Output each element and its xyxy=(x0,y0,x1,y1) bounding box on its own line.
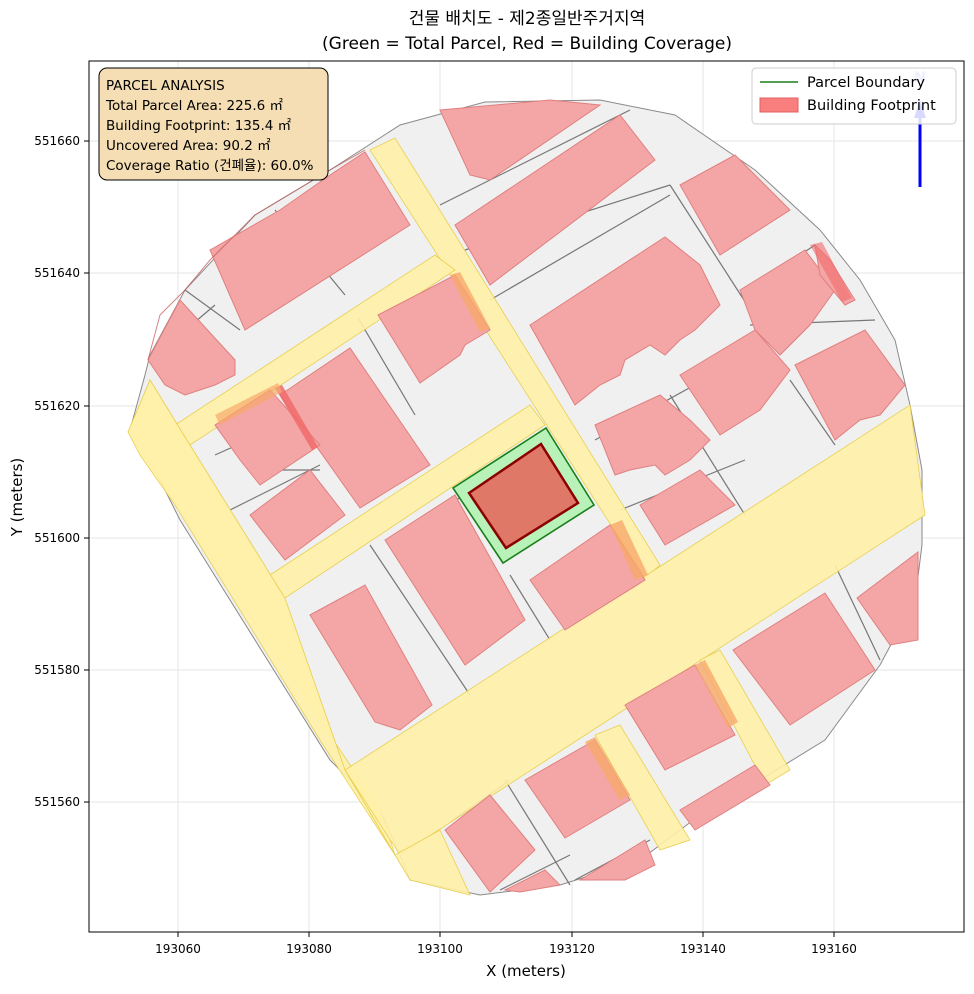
block-line xyxy=(789,379,836,446)
building-footprint xyxy=(732,592,876,726)
road-north-south xyxy=(369,137,661,579)
building-footprint xyxy=(529,236,721,406)
info-uncovered-area: Uncovered Area: 90.2 ㎡ xyxy=(106,138,271,154)
block-line xyxy=(229,464,321,511)
legend-building-label: Building Footprint xyxy=(807,98,936,114)
parcel-analysis-box: PARCEL ANALYSIS Total Parcel Area: 225.6… xyxy=(98,67,329,181)
building-footprint xyxy=(529,524,646,631)
info-building-footprint: Building Footprint: 135.4 ㎡ xyxy=(106,118,292,134)
overlap-strip xyxy=(695,660,738,728)
building-footprint xyxy=(439,99,602,181)
info-total-parcel-area: Total Parcel Area: 225.6 ㎡ xyxy=(105,98,283,114)
building-footprint xyxy=(147,299,236,396)
x-tick-label: 193060 xyxy=(155,942,201,956)
building-footprint xyxy=(309,584,433,731)
block-line xyxy=(439,109,631,206)
building-footprint xyxy=(249,469,346,561)
block-line xyxy=(357,317,416,416)
block-line xyxy=(184,289,241,331)
y-axis-label: Y (meters) xyxy=(8,458,26,538)
legend-building-swatch xyxy=(759,97,799,113)
buildings-layer xyxy=(147,99,919,893)
x-tick-label: 193080 xyxy=(286,942,332,956)
target-parcel xyxy=(451,426,596,565)
block-line xyxy=(499,854,571,891)
road-lower-right xyxy=(699,649,791,786)
block-line xyxy=(509,574,551,641)
building-footprint xyxy=(624,664,736,771)
building-footprint xyxy=(503,869,562,893)
road-bottom-spur xyxy=(394,829,471,896)
road-wide-avenue xyxy=(344,404,926,856)
y-tick-label: 551580 xyxy=(34,663,80,677)
y-tick-label: 551560 xyxy=(34,795,80,809)
y-tick-label: 551660 xyxy=(34,134,80,148)
y-axis-ticks xyxy=(84,140,89,803)
x-tick-label: 193120 xyxy=(549,942,595,956)
overlap-strip xyxy=(275,385,318,450)
x-tick-label: 193160 xyxy=(811,942,857,956)
building-footprint xyxy=(856,550,919,646)
x-tick-label: 193140 xyxy=(680,942,726,956)
block-line xyxy=(489,194,671,301)
building-footprint xyxy=(209,151,411,331)
building-edge-accents xyxy=(215,242,852,800)
block-line xyxy=(834,564,881,661)
y-tick-label: 551620 xyxy=(34,399,80,413)
building-coverage xyxy=(467,442,580,550)
block-line xyxy=(369,544,471,696)
x-tick-label: 193100 xyxy=(417,942,463,956)
building-footprint xyxy=(444,794,536,893)
building-footprint xyxy=(454,114,656,286)
plot-frame xyxy=(88,60,965,933)
y-tick-label: 551600 xyxy=(34,531,80,545)
block-line xyxy=(504,779,571,886)
info-coverage-ratio: Coverage Ratio (건폐율): 60.0% xyxy=(106,158,314,174)
legend-parcel-label: Parcel Boundary xyxy=(807,75,925,91)
overlap-strip xyxy=(450,272,490,332)
building-footprint xyxy=(679,154,791,256)
x-tick-labels: 193060 193080 193100 193120 193140 19316… xyxy=(155,942,857,956)
building-footprint xyxy=(639,469,736,546)
building-footprint xyxy=(279,347,431,509)
y-tick-label: 551640 xyxy=(34,266,80,280)
overlap-strip xyxy=(610,520,648,580)
building-footprint xyxy=(384,494,526,666)
roads-layer xyxy=(127,137,926,896)
overlap-strip xyxy=(585,737,630,800)
info-box-background xyxy=(98,67,329,181)
outer-ring-edge xyxy=(147,149,366,361)
building-footprint xyxy=(679,764,771,831)
title-line-2: (Green = Total Parcel, Red = Building Co… xyxy=(322,34,732,54)
x-axis-label: X (meters) xyxy=(486,962,566,980)
overlap-strip xyxy=(215,383,282,425)
legend: Parcel Boundary Building Footprint xyxy=(751,67,957,125)
building-footprint xyxy=(794,329,906,441)
overlap-strip xyxy=(810,242,852,302)
building-footprint xyxy=(679,329,791,436)
legend-box xyxy=(751,67,957,125)
y-tick-labels: 551660 551640 551620 551600 551580 55156… xyxy=(34,134,80,809)
building-footprint xyxy=(594,394,711,476)
road-lower-branch xyxy=(594,724,691,851)
x-axis-ticks xyxy=(177,932,835,937)
building-footprint xyxy=(578,839,656,881)
info-box-heading: PARCEL ANALYSIS xyxy=(106,78,225,94)
title-line-1: 건물 배치도 - 제2종일반주거지역 xyxy=(409,9,645,29)
